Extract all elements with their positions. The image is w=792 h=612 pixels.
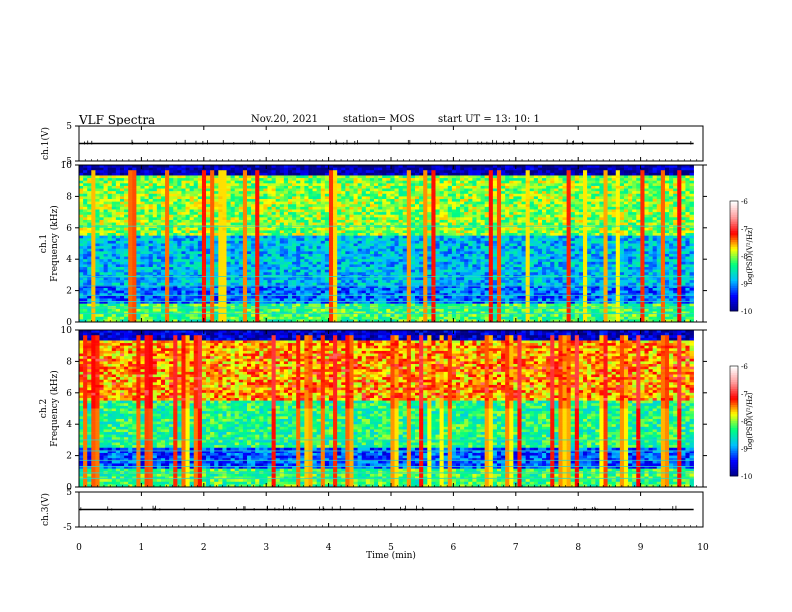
ch2-spectrogram-panel: [75, 329, 707, 488]
y-tick-label: 8: [66, 357, 72, 367]
y-tick-label: 0: [66, 483, 72, 493]
x-tick-label: 1: [139, 543, 145, 553]
x-tick-label: 8: [575, 543, 581, 553]
y-tick-label: 4: [66, 420, 72, 430]
y-axis-label: Frequency (kHz): [49, 205, 60, 282]
chart-title: VLF Spectra: [79, 113, 156, 127]
colorbar-tick-label: -7: [741, 391, 748, 399]
colorbar-label: log(PSD)(V²/Hz): [746, 227, 754, 284]
colorbar-tick-label: -6: [741, 198, 748, 206]
colorbar-tick-label: -10: [741, 308, 752, 316]
y-axis-label: ch.3(V): [40, 493, 51, 526]
ch1-voltage-panel: [75, 125, 704, 162]
y-tick-label: 8: [66, 192, 72, 202]
colorbar-tick-label: -7: [741, 226, 748, 234]
x-axis-label: Time (min): [366, 550, 416, 561]
ch2-spectrogram-colorbar: [729, 365, 739, 477]
x-tick-label: 6: [451, 543, 457, 553]
colorbar-tick-label: -10: [741, 473, 752, 481]
y-tick-label: 5: [66, 488, 72, 498]
date-label: Nov.20, 2021: [251, 114, 318, 125]
y-tick-label: 2: [66, 287, 72, 297]
colorbar-frame: [729, 200, 739, 312]
y-tick-label: 10: [61, 161, 73, 171]
y-tick-label: 6: [66, 224, 72, 234]
x-tick-label: 4: [326, 543, 332, 553]
y-tick-label: 6: [66, 389, 72, 399]
spectrogram-image: [79, 165, 694, 323]
y-axis-label: Frequency (kHz): [49, 370, 60, 447]
y-tick-label: 5: [66, 122, 72, 132]
x-tick-label: 5: [388, 543, 394, 553]
colorbar-frame: [729, 365, 739, 477]
y-tick-label: 2: [66, 452, 72, 462]
y-tick-label: 10: [61, 326, 73, 336]
y-tick-label: -5: [63, 157, 72, 167]
x-tick-label: 0: [76, 543, 82, 553]
x-tick-label: 10: [697, 543, 709, 553]
y-tick-label: 0: [66, 318, 72, 328]
x-tick-label: 9: [638, 543, 644, 553]
x-tick-label: 3: [263, 543, 269, 553]
colorbar-label: log(PSD)(V²/Hz): [746, 392, 754, 449]
y-axis-label-channel: ch.2: [39, 399, 49, 418]
y-tick-label: -5: [63, 523, 72, 533]
y-axis-label-channel: ch.1: [39, 234, 49, 253]
ch1-spectrogram-panel: [75, 164, 707, 323]
colorbar-tick-label: -9: [741, 446, 748, 454]
x-tick-label: 2: [201, 543, 207, 553]
start-time-label: start UT = 13: 10: 1: [438, 114, 540, 125]
spectrogram-image: [79, 330, 694, 488]
y-tick-label: 4: [66, 255, 72, 265]
colorbar-tick-label: -8: [741, 253, 748, 261]
x-tick-label: 7: [513, 543, 519, 553]
ch3-voltage-panel: [75, 491, 704, 528]
colorbar-tick-label: -6: [741, 363, 748, 371]
ch1-spectrogram-colorbar: [729, 200, 739, 312]
y-axis-label: ch.1(V): [40, 127, 51, 160]
colorbar-tick-label: -9: [741, 281, 748, 289]
station-label: station= MOS: [343, 114, 415, 125]
colorbar-tick-label: -8: [741, 418, 748, 426]
